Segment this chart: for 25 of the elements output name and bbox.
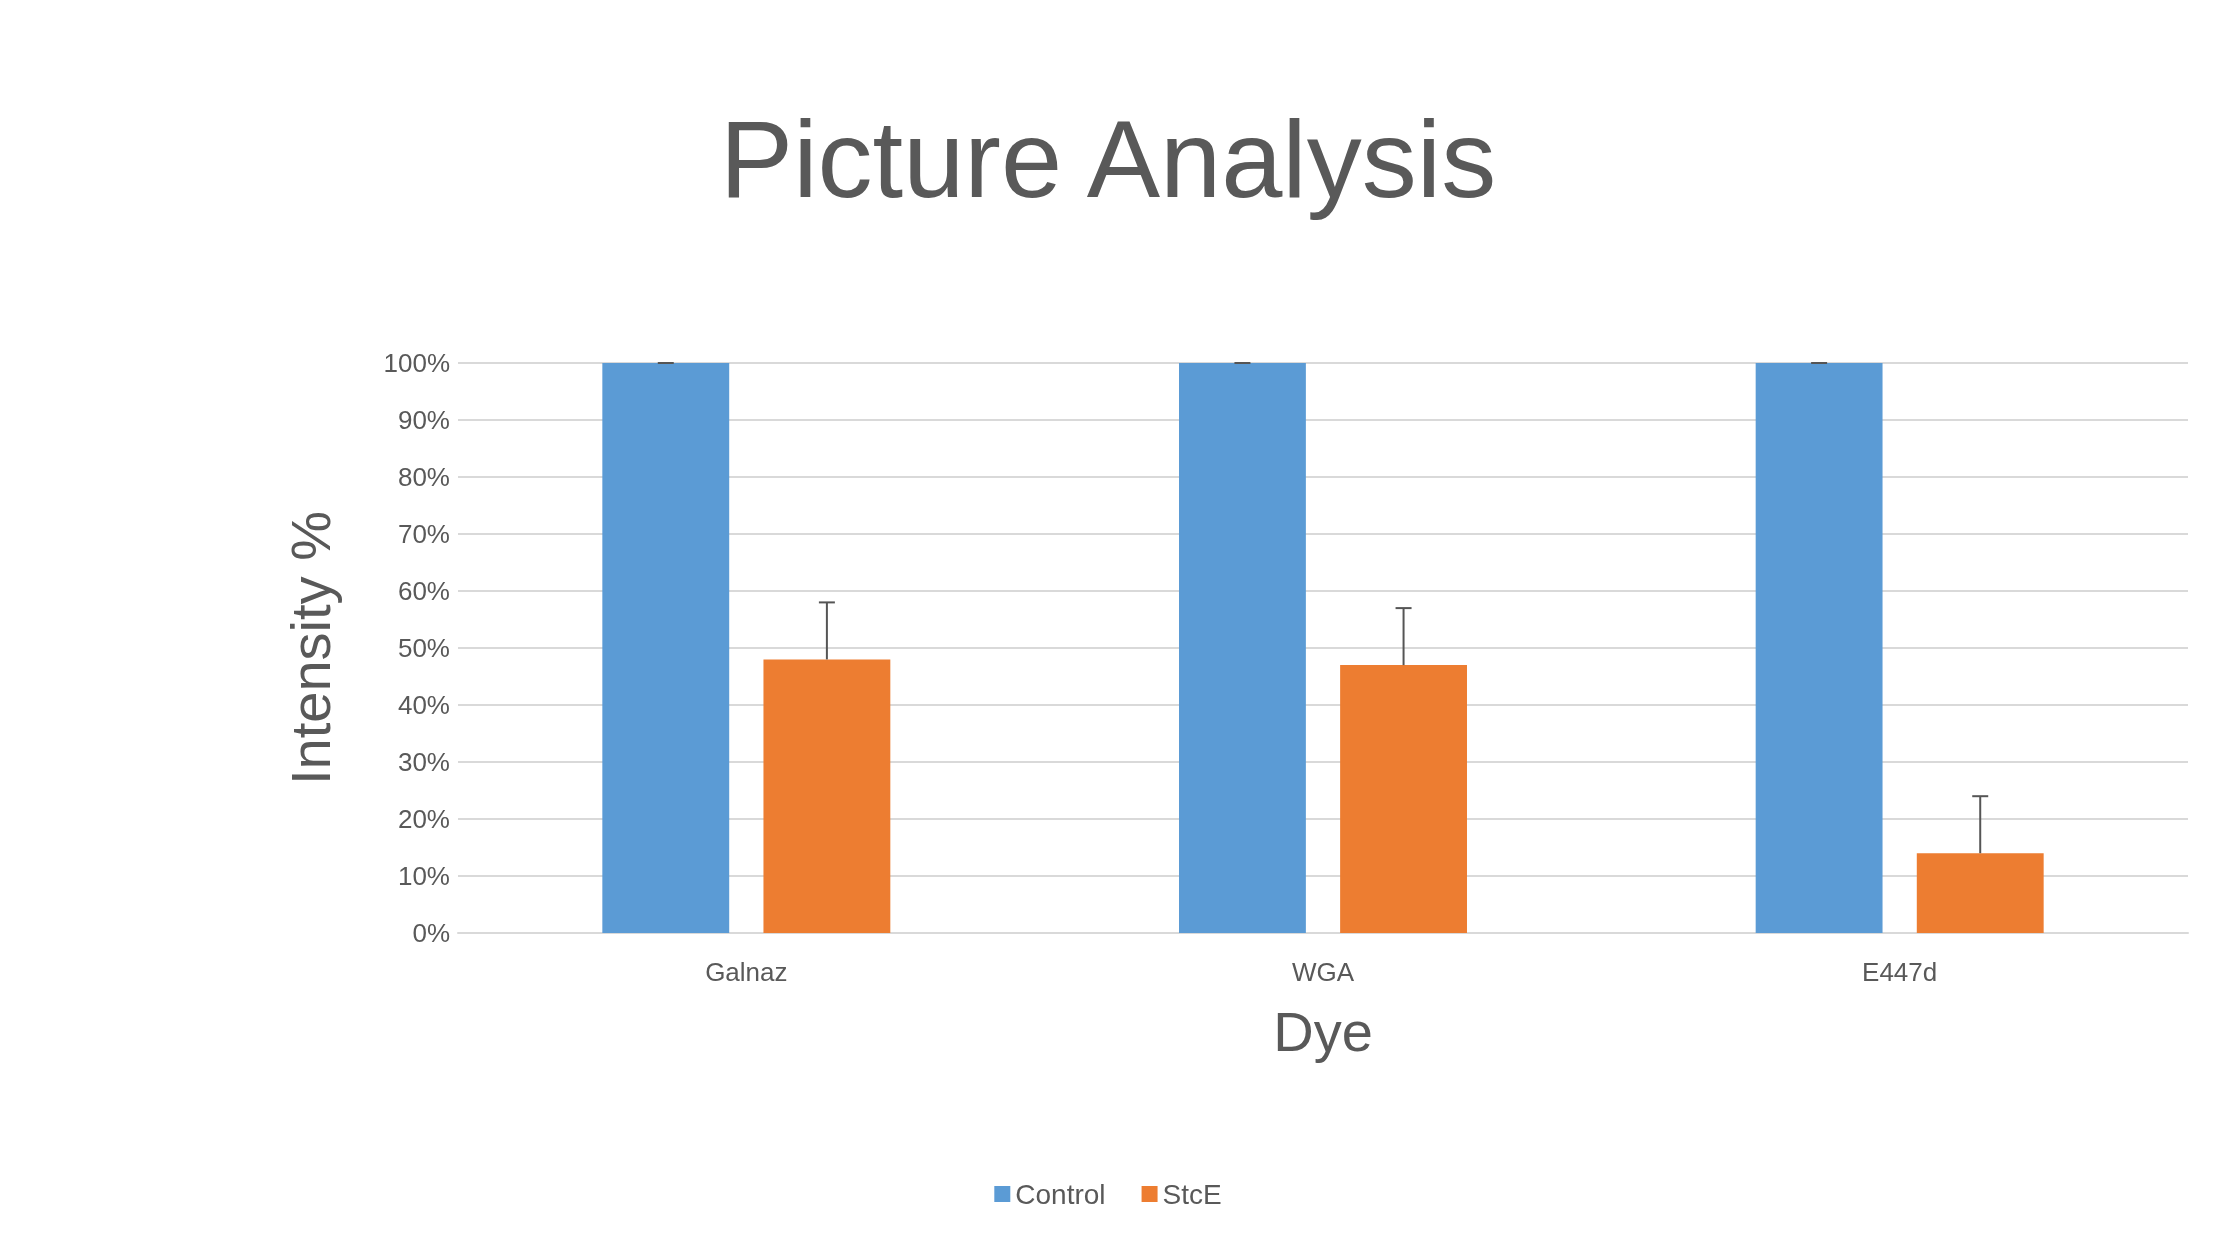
y-tick-label: 20% bbox=[397, 804, 450, 834]
y-tick-label: 0% bbox=[412, 918, 450, 948]
bar bbox=[1916, 853, 2044, 933]
y-tick-label: 50% bbox=[397, 633, 450, 663]
y-tick-label: 10% bbox=[397, 861, 450, 891]
x-tick-label: Galnaz bbox=[705, 957, 788, 987]
bar bbox=[602, 363, 730, 933]
bar bbox=[763, 659, 891, 933]
legend-label: Control bbox=[1015, 1178, 1106, 1210]
chart-title: Picture Analysis bbox=[719, 96, 1497, 220]
bar bbox=[1755, 363, 1883, 933]
y-tick-label: 80% bbox=[397, 462, 450, 492]
y-tick-label: 90% bbox=[397, 405, 450, 435]
y-tick-label: 100% bbox=[383, 348, 450, 378]
y-tick-label: 60% bbox=[397, 576, 450, 606]
bar bbox=[1340, 665, 1467, 933]
legend-label: StcE bbox=[1162, 1178, 1222, 1210]
y-tick-label: 30% bbox=[397, 747, 450, 777]
x-axis-title: Dye bbox=[1273, 999, 1373, 1063]
x-tick-label: WGA bbox=[1291, 957, 1355, 987]
y-axis-title: Intensity % bbox=[278, 511, 342, 785]
x-tick-label: E447d bbox=[1862, 957, 1938, 987]
bar bbox=[1179, 363, 1306, 933]
y-tick-label: 70% bbox=[397, 519, 450, 549]
y-tick-label: 40% bbox=[397, 690, 450, 720]
